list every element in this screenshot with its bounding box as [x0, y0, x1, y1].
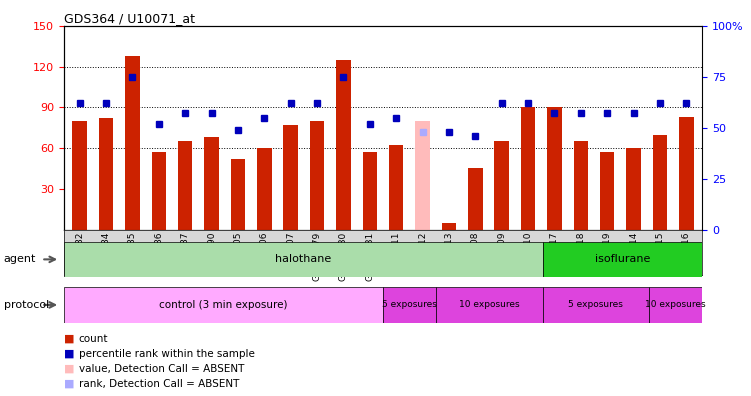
Bar: [64, 242, 542, 277]
Text: GSM5107: GSM5107: [286, 232, 295, 276]
Text: GSM5110: GSM5110: [523, 232, 532, 276]
Text: GSM5108: GSM5108: [471, 232, 480, 276]
Text: GSM5085: GSM5085: [128, 232, 137, 276]
Bar: [152, 152, 166, 230]
Bar: [542, 287, 649, 323]
Bar: [336, 60, 351, 230]
Bar: [600, 152, 614, 230]
Bar: [626, 148, 641, 230]
Bar: [679, 117, 694, 230]
Text: GSM5109: GSM5109: [497, 232, 506, 276]
Text: GSM5106: GSM5106: [260, 232, 269, 276]
Bar: [178, 141, 192, 230]
Text: GSM11380: GSM11380: [339, 232, 348, 281]
Text: ■: ■: [64, 364, 74, 374]
Text: protocol: protocol: [4, 300, 49, 310]
Text: GDS364 / U10071_at: GDS364 / U10071_at: [64, 12, 195, 25]
Text: GSM5105: GSM5105: [234, 232, 243, 276]
Text: halothane: halothane: [275, 254, 331, 265]
Text: GSM5119: GSM5119: [603, 232, 612, 276]
Bar: [521, 107, 535, 230]
Bar: [231, 159, 245, 230]
Text: GSM5116: GSM5116: [682, 232, 691, 276]
Text: ■: ■: [64, 333, 74, 344]
Bar: [468, 168, 483, 230]
Bar: [547, 107, 562, 230]
Text: count: count: [79, 333, 108, 344]
Text: GSM5111: GSM5111: [392, 232, 401, 276]
Bar: [204, 137, 219, 230]
Text: 5 exposures: 5 exposures: [569, 301, 623, 309]
Text: GSM5115: GSM5115: [656, 232, 665, 276]
Text: ■: ■: [64, 348, 74, 359]
Bar: [415, 121, 430, 230]
Bar: [99, 118, 113, 230]
Bar: [436, 287, 542, 323]
Bar: [653, 135, 667, 230]
Text: 5 exposures: 5 exposures: [382, 301, 437, 309]
Bar: [310, 121, 324, 230]
Text: GSM5112: GSM5112: [418, 232, 427, 275]
Text: GSM5086: GSM5086: [154, 232, 163, 276]
Text: GSM5118: GSM5118: [576, 232, 585, 276]
Text: 10 exposures: 10 exposures: [459, 301, 520, 309]
Text: GSM5114: GSM5114: [629, 232, 638, 275]
Bar: [649, 287, 702, 323]
Bar: [64, 287, 383, 323]
Bar: [363, 152, 377, 230]
Text: GSM5082: GSM5082: [75, 232, 84, 275]
Bar: [574, 141, 588, 230]
Bar: [442, 223, 456, 230]
Bar: [72, 121, 87, 230]
Text: GSM5113: GSM5113: [445, 232, 454, 276]
Bar: [283, 125, 298, 230]
Bar: [389, 145, 403, 230]
Text: GSM5087: GSM5087: [181, 232, 190, 276]
Text: ■: ■: [64, 379, 74, 389]
Text: GSM11379: GSM11379: [312, 232, 321, 281]
Bar: [125, 56, 140, 230]
Text: rank, Detection Call = ABSENT: rank, Detection Call = ABSENT: [79, 379, 240, 389]
Text: control (3 min exposure): control (3 min exposure): [159, 300, 288, 310]
Text: 10 exposures: 10 exposures: [645, 301, 706, 309]
Text: GSM5084: GSM5084: [101, 232, 110, 275]
Bar: [257, 148, 272, 230]
Text: value, Detection Call = ABSENT: value, Detection Call = ABSENT: [79, 364, 244, 374]
Text: percentile rank within the sample: percentile rank within the sample: [79, 348, 255, 359]
Bar: [494, 141, 509, 230]
Text: GSM11381: GSM11381: [365, 232, 374, 281]
Bar: [383, 287, 436, 323]
Text: isoflurane: isoflurane: [595, 254, 650, 265]
Text: agent: agent: [4, 254, 36, 265]
Text: GSM5117: GSM5117: [550, 232, 559, 276]
Text: GSM5090: GSM5090: [207, 232, 216, 276]
Bar: [542, 242, 702, 277]
